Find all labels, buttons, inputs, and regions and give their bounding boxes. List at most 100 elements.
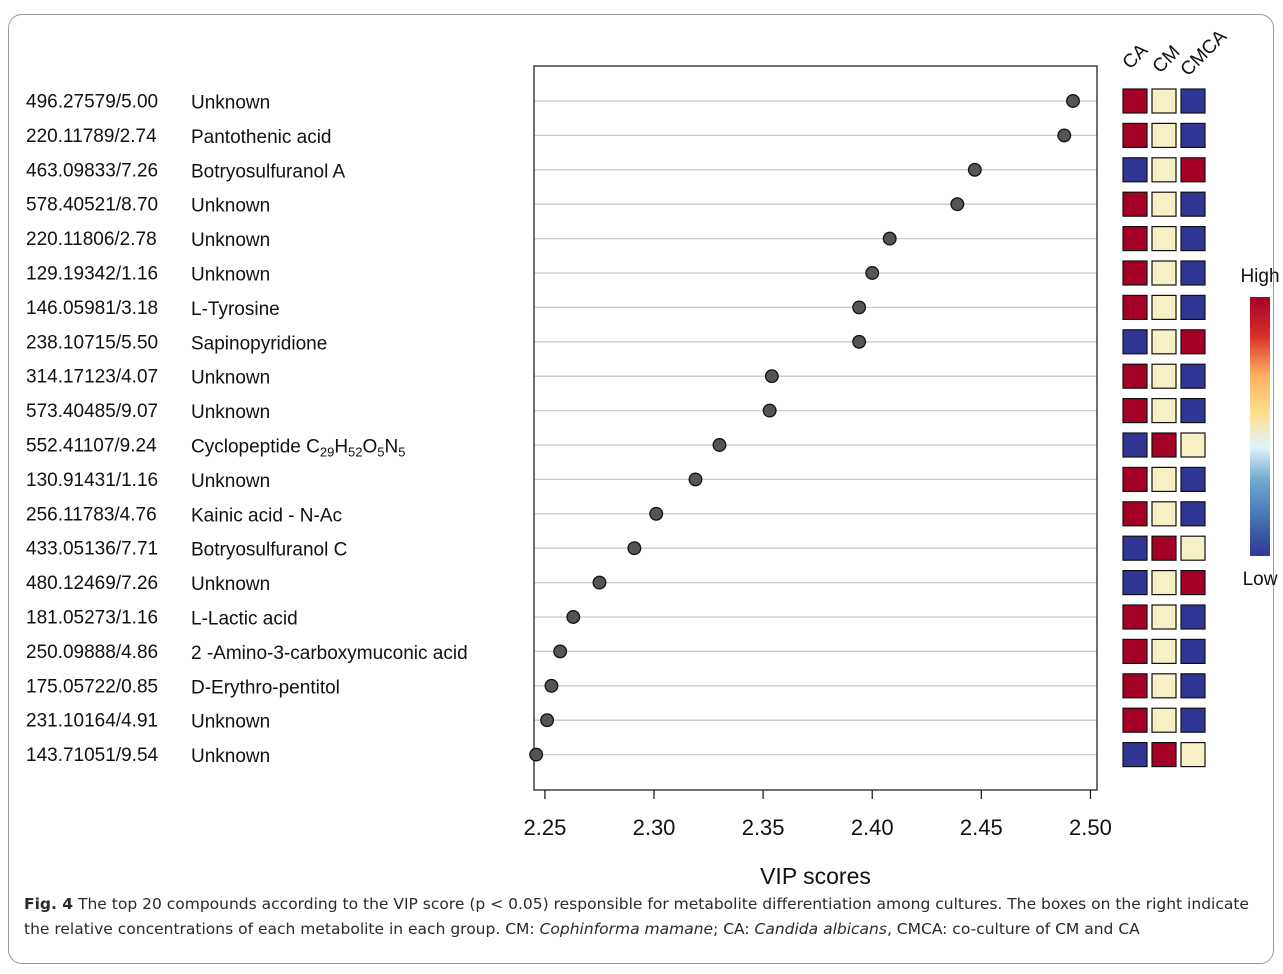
- concentration-box-ca: [1122, 294, 1148, 320]
- data-point: [1057, 128, 1072, 143]
- compound-mz-rt-label: 220.11806/2.78: [26, 229, 157, 250]
- compound-name-label: Unknown: [191, 712, 270, 733]
- legend-gradient-bar: [1250, 297, 1270, 556]
- concentration-box-ca: [1122, 466, 1148, 492]
- x-tick-label: 2.30: [633, 815, 676, 840]
- concentration-box-cm: [1151, 535, 1177, 561]
- data-point: [627, 541, 642, 556]
- compound-mz-rt-label: 238.10715/5.50: [26, 332, 158, 353]
- concentration-box-ca: [1122, 673, 1148, 699]
- concentration-box-ca: [1122, 604, 1148, 630]
- compound-name-label: Unknown: [191, 196, 270, 217]
- data-point: [967, 162, 982, 177]
- compound-mz-rt-label: 250.09888/4.86: [26, 642, 158, 663]
- plot-area-border: [533, 65, 1098, 791]
- data-point: [540, 713, 555, 728]
- compound-name-label: D-Erythro-pentitol: [191, 677, 340, 698]
- compound-name-label: Pantothenic acid: [191, 127, 332, 148]
- data-point: [553, 644, 568, 659]
- species-ca: Candida albicans: [754, 920, 887, 938]
- concentration-box-ca: [1122, 638, 1148, 665]
- concentration-boxes: [1122, 88, 1206, 768]
- compound-name-label: Cyclopeptide C29H52O5N5: [191, 437, 406, 460]
- data-point: [865, 266, 880, 280]
- compound-mz-rt-label: 175.05722/0.85: [26, 676, 158, 697]
- concentration-box-ca: [1122, 363, 1148, 389]
- compound-name-label: 2 -Amino-3-carboxymuconic acid: [191, 643, 468, 664]
- x-axis-title: VIP scores: [760, 863, 871, 889]
- concentration-box-cmca: [1180, 466, 1206, 492]
- caption-text: ; CA:: [713, 920, 755, 938]
- vip-chart: 496.27579/5.00 Unknown 220.11789/2.74 Panto…: [26, 26, 1280, 889]
- concentration-box-cmca: [1180, 363, 1206, 389]
- compound-mz-rt-label: 463.09833/7.26: [26, 160, 158, 181]
- x-tick-label: 2.40: [851, 815, 894, 840]
- concentration-box-cm: [1151, 329, 1177, 355]
- concentration-box-cm: [1151, 294, 1177, 320]
- data-point: [1066, 94, 1080, 108]
- concentration-box-cm: [1151, 363, 1177, 389]
- data-point: [712, 438, 727, 452]
- concentration-box-cm: [1151, 226, 1177, 252]
- compound-mz-rt-label: 552.41107/9.24: [26, 436, 157, 457]
- compound-name-label: Kainic acid - N-Ac: [191, 505, 342, 526]
- figure-frame: [8, 14, 1274, 964]
- concentration-box-cmca: [1180, 260, 1206, 286]
- compound-name-label: Sapinopyridione: [191, 333, 327, 354]
- concentration-box-ca: [1122, 191, 1148, 217]
- species-cm: Cophinforma mamane: [539, 920, 714, 938]
- data-point: [649, 506, 664, 521]
- concentration-box-ca: [1122, 398, 1148, 424]
- concentration-box-cm: [1151, 398, 1177, 424]
- concentration-box-cmca: [1180, 157, 1206, 183]
- concentration-box-cm: [1151, 569, 1177, 596]
- concentration-box-ca: [1122, 157, 1148, 183]
- concentration-box-cm: [1151, 122, 1177, 149]
- compound-mz-rt-label: 146.05981/3.18: [26, 298, 158, 319]
- concentration-box-ca: [1122, 226, 1148, 252]
- concentration-box-cmca: [1180, 329, 1206, 355]
- concentration-box-cm: [1151, 604, 1177, 630]
- concentration-box-cm: [1151, 466, 1177, 492]
- compound-name-label: L-Lactic acid: [191, 609, 298, 630]
- compound-mz-rt-label: 256.11783/4.76: [26, 504, 157, 525]
- x-tick-label: 2.50: [1069, 815, 1112, 840]
- group-label-cm: CM: [1149, 42, 1185, 78]
- group-label-ca: CA: [1119, 40, 1153, 74]
- color-legend: High Low: [1240, 266, 1279, 590]
- compound-mz-rt-label: 143.71051/9.54: [26, 745, 159, 766]
- figure-caption: Fig. 4 The top 20 compounds according to…: [24, 892, 1264, 942]
- concentration-box-cm: [1151, 88, 1177, 114]
- x-tick-label: 2.45: [960, 815, 1003, 840]
- compound-mz-rt-label: 130.91431/1.16: [26, 470, 158, 491]
- concentration-box-cmca: [1180, 88, 1206, 114]
- concentration-box-cmca: [1180, 638, 1206, 665]
- compound-name-label: Botryosulfuranol A: [191, 161, 346, 182]
- data-point: [882, 231, 897, 246]
- data-point: [566, 610, 581, 624]
- concentration-box-cmca: [1180, 741, 1206, 768]
- compound-name-label: Botryosulfuranol C: [191, 540, 347, 561]
- concentration-box-cmca: [1180, 569, 1206, 596]
- figure-label: Fig. 4: [24, 895, 74, 913]
- compound-mz-rt-label: 314.17123/4.07: [26, 367, 158, 388]
- concentration-box-cmca: [1180, 535, 1206, 561]
- data-points: [529, 94, 1080, 762]
- compound-name-label: Unknown: [191, 402, 270, 423]
- concentration-box-cmca: [1180, 122, 1206, 149]
- concentration-box-cmca: [1180, 432, 1206, 458]
- concentration-box-ca: [1122, 260, 1148, 286]
- compound-mz-rt-label: 231.10164/4.91: [26, 711, 158, 732]
- compound-mz-rt-label: 578.40521/8.70: [26, 195, 158, 216]
- compound-name-label: L-Tyrosine: [191, 299, 280, 320]
- data-point: [950, 197, 965, 212]
- compound-name-label: Unknown: [191, 230, 270, 251]
- compound-name-label: Unknown: [191, 93, 270, 114]
- concentration-box-ca: [1122, 707, 1148, 733]
- x-tick-label: 2.35: [742, 815, 785, 840]
- data-point: [688, 472, 703, 487]
- compound-mz-rt-label: 496.27579/5.00: [26, 92, 158, 113]
- concentration-box-cm: [1151, 673, 1177, 699]
- concentration-box-cmca: [1180, 673, 1206, 699]
